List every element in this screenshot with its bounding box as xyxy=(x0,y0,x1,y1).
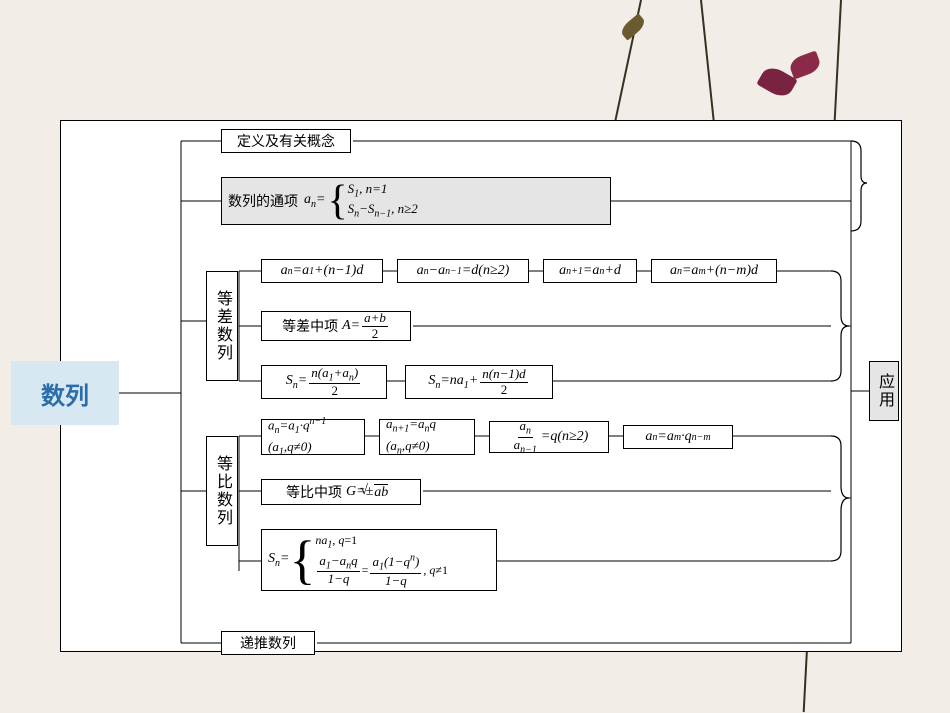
arith-f2: an−an−1=d(n≥2) xyxy=(397,259,529,283)
arith-mid-box: 等差中项 A= a+b2 xyxy=(261,311,411,341)
geometric-title: 等比数列 xyxy=(210,455,234,527)
arithmetic-title-box: 等差数列 xyxy=(206,271,238,381)
definition-label: 定义及有关概念 xyxy=(237,131,335,151)
brace-icon: { xyxy=(327,180,347,222)
arith-sum1: Sn= n(a1+an)2 xyxy=(261,365,387,399)
arith-sum2: Sn=na1+ n(n−1)d2 xyxy=(405,365,553,399)
arith-f4: an=am+(n−m)d xyxy=(651,259,777,283)
general-term-label: 数列的通项 xyxy=(228,191,298,211)
geo-f4: an=am·qn−m xyxy=(623,425,733,449)
general-term-box: 数列的通项 an= { S1, n=1 Sn−Sn−1, n≥2 xyxy=(221,177,611,225)
geo-sum-box: Sn= { na1, q=1 a1−anq1−q = a1(1−qn)1−q ,… xyxy=(261,529,497,591)
recursive-label: 递推数列 xyxy=(240,633,296,653)
geometric-title-box: 等比数列 xyxy=(206,436,238,546)
geo-f3: anan−1 =q(n≥2) xyxy=(489,421,609,453)
arith-mid-label: 等差中项 xyxy=(282,316,338,336)
application-label: 应用 xyxy=(872,373,896,409)
arithmetic-title: 等差数列 xyxy=(210,290,234,362)
root-label: 数列 xyxy=(41,376,89,411)
geo-f1: an=a1·qn−1 (a1,q≠0) xyxy=(261,419,365,455)
geo-mid-label: 等比中项 xyxy=(286,482,342,502)
root-node: 数列 xyxy=(11,361,119,425)
diagram-canvas: 数列 定义及有关概念 数列的通项 an= { S1, n=1 Sn−Sn−1, … xyxy=(60,120,902,652)
brace-icon: { xyxy=(289,533,315,587)
arith-f1: an=a1+(n−1)d xyxy=(261,259,383,283)
arith-f3: an+1=an+d xyxy=(543,259,637,283)
geo-mid-box: 等比中项 G=± ab √ xyxy=(261,479,421,505)
application-box: 应用 xyxy=(869,361,899,421)
recursive-box: 递推数列 xyxy=(221,631,315,655)
geo-f2: an+1=anq (an,q≠0) xyxy=(379,419,475,455)
definition-box: 定义及有关概念 xyxy=(221,129,351,153)
